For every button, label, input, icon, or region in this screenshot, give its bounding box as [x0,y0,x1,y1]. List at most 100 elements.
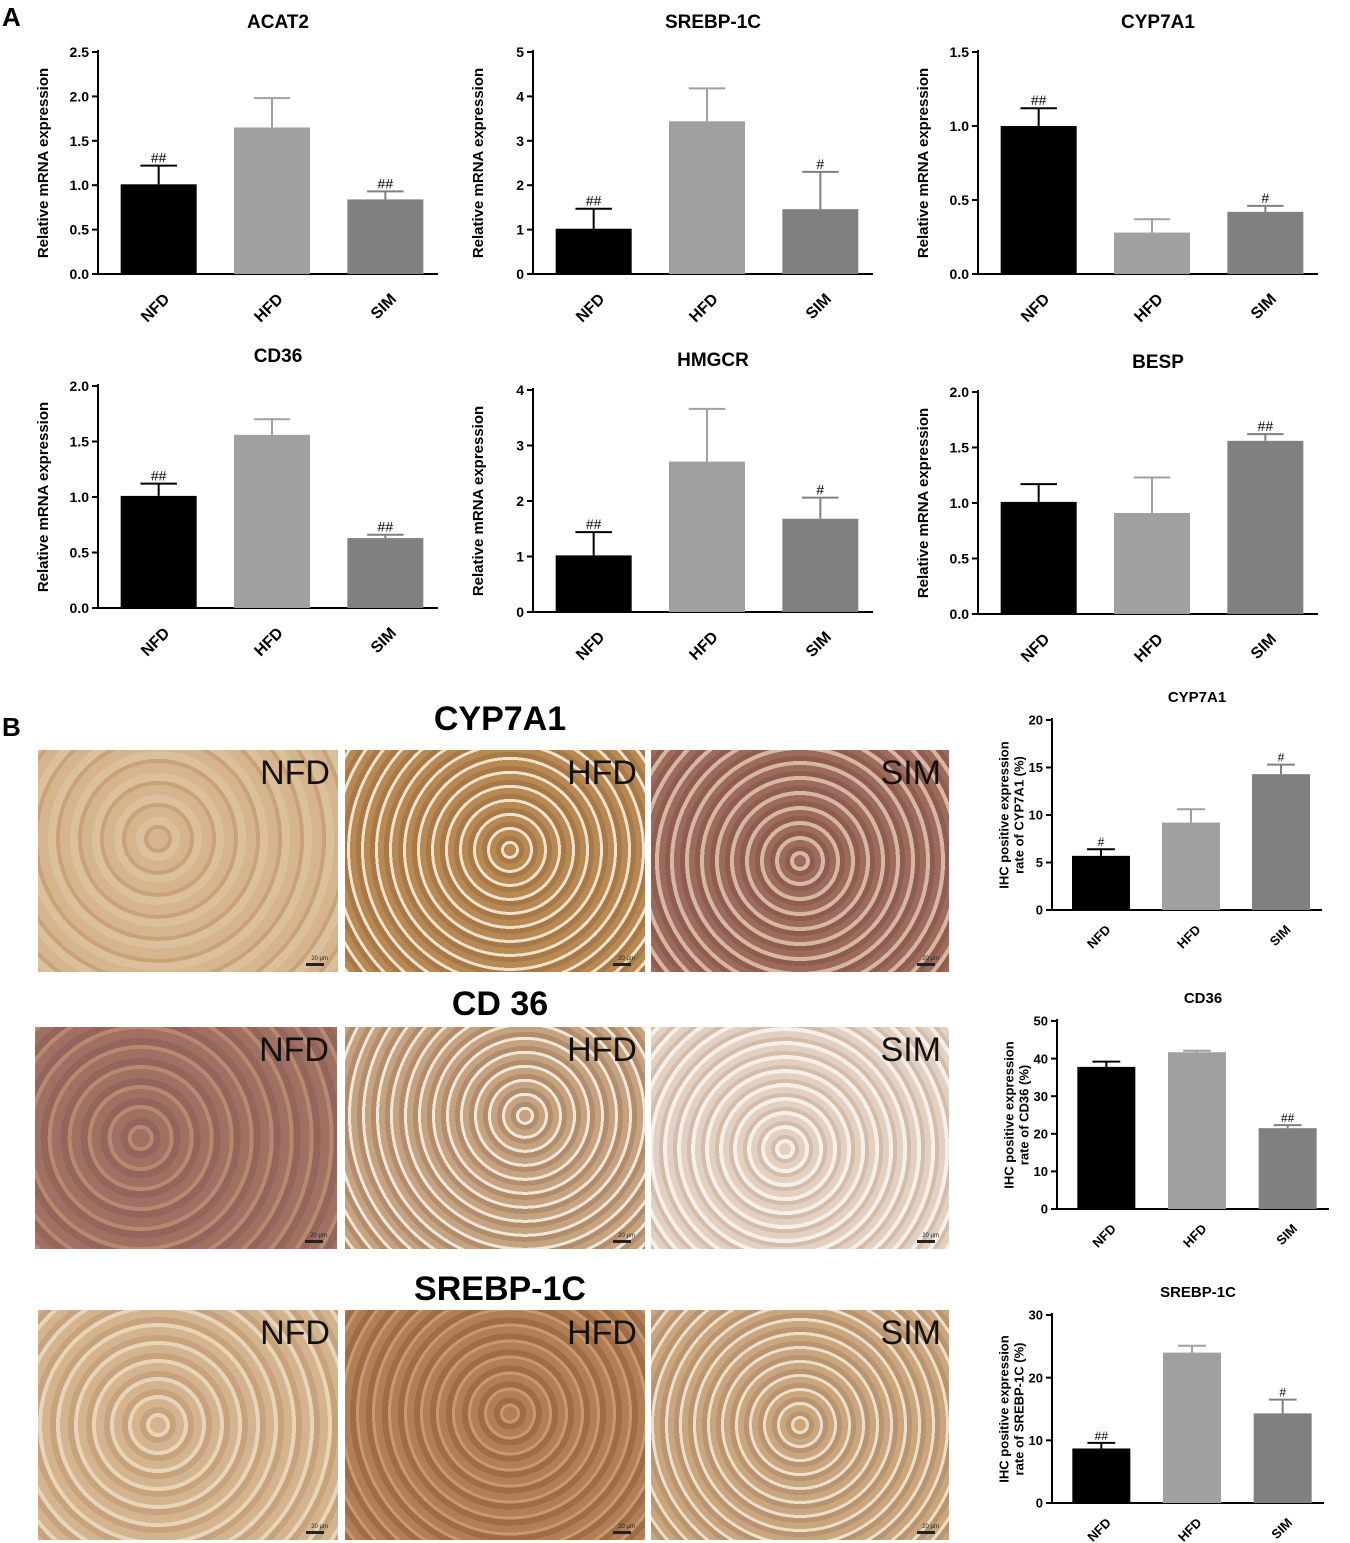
y-axis-label: IHC positive expressionrate of CYP7A1 (%… [997,741,1027,888]
scale-bar [306,963,324,966]
y-tick-label: 40 [1034,1051,1048,1066]
x-tick-label: NFD [1089,1221,1118,1250]
x-tick-label: HFD [1131,631,1166,666]
bar-sim [1253,1413,1312,1503]
bar-hfd [1162,822,1220,910]
y-tick-label: 5 [516,44,524,60]
group-label: HFD [567,1031,637,1069]
chart-cyp7a1-mrna: CYP7A1 0.0 0.5 1.0 1.5 Relative mRNA expressi… [915,12,1318,326]
significance-mark: # [1278,751,1285,765]
group-label: HFD [567,754,637,792]
micrograph-cyp7a1-hfd: HFD 20 μm [345,750,645,972]
y-axis-label-line: IHC positive expression [1002,1041,1017,1188]
significance-mark: ## [586,193,602,209]
y-tick-label: 1.0 [950,118,970,134]
chart-title: CD36 [254,346,303,367]
x-tick-label: NFD [573,291,608,326]
x-tick-label: SIM [368,291,400,323]
y-tick-label: 1.0 [950,495,970,511]
bar-hfd [1168,1052,1226,1209]
y-tick-label: 1 [516,549,524,565]
scale-bar [613,1240,631,1243]
x-tick-label: SIM [1273,1221,1300,1248]
y-tick-label: 1 [516,222,524,238]
x-tick-label: NFD [138,291,173,326]
panel-label-a: A [2,2,21,32]
y-tick-label: 50 [1034,1014,1048,1029]
significance-mark: ## [1258,418,1274,434]
x-tick-label: NFD [1084,922,1113,951]
chart-title: ACAT2 [247,12,309,33]
bar-nfd [120,184,197,274]
bar-sim [1258,1128,1317,1209]
y-tick-label: 0 [516,604,524,620]
bar-sim [782,209,859,274]
y-axis-label: Relative mRNA expression [470,406,487,596]
significance-mark: ## [586,516,602,532]
micrograph-cd36-sim: SIM 20 μm [651,1027,949,1249]
y-tick-label: 0.5 [70,545,90,561]
group-label: SIM [880,1314,941,1352]
chart-cd36-mrna: CD36 0.0 0.5 1.0 1.5 2.0 Relative mRNA express… [35,346,438,660]
significance-mark: # [1279,1386,1286,1400]
y-tick-label: 20 [1029,1370,1043,1385]
y-tick-label: 0 [1036,903,1043,918]
significance-mark: ## [1281,1111,1295,1125]
y-tick-label: 10 [1034,1164,1048,1179]
scale-bar-label: 20 μm [922,1524,939,1530]
x-tick-label: SIM [1267,922,1294,949]
scale-bar [613,963,631,966]
x-tick-label: HFD [686,291,721,326]
bar-hfd [234,127,310,274]
group-label: SIM [880,1031,941,1069]
y-axis-label: IHC positive expressionrate of CD36 (%) [1002,1041,1032,1188]
y-axis-label: Relative mRNA expression [915,408,932,598]
scale-bar [917,963,935,966]
x-tick-label: HFD [1180,1221,1209,1250]
chart-title: HMGCR [677,350,749,371]
y-tick-label: 30 [1034,1089,1048,1104]
bar-nfd [1072,1448,1131,1503]
scale-bar [306,1531,324,1534]
scale-bar [917,1240,935,1243]
scale-bar-label: 20 μm [311,956,328,962]
y-axis-label: Relative mRNA expression [35,68,52,258]
y-tick-label: 0.0 [70,266,90,282]
micrograph-srebp1c-nfd: NFD 20 μm [38,1310,338,1540]
scale-bar-label: 20 μm [922,956,939,962]
significance-mark: ## [1031,92,1047,108]
scale-bar-label: 20 μm [311,1524,328,1530]
bar-hfd [669,461,745,612]
bar-nfd [555,228,632,274]
group-label: NFD [259,1031,329,1069]
bar-sim [1227,440,1304,614]
scale-bar-label: 20 μm [310,1233,327,1239]
micrograph-srebp1c-sim: SIM 20 μm [651,1310,949,1540]
x-tick-label: HFD [686,629,721,664]
x-tick-label: SIM [1248,291,1280,323]
bar-nfd [1077,1066,1136,1209]
y-tick-label: 2.5 [70,44,90,60]
chart-title: CD36 [1184,990,1222,1007]
y-axis-label: Relative mRNA expression [470,68,487,258]
y-tick-label: 2.0 [950,384,970,400]
significance-mark: ## [151,468,167,484]
significance-mark: ## [378,519,394,535]
micrograph-title-srebp1c: SREBP-1C [414,1270,586,1308]
y-tick-label: 0 [1041,1202,1048,1217]
y-axis-label-line: rate of CD36 (%) [1017,1065,1032,1165]
y-axis-label: Relative mRNA expression [915,68,932,258]
chart-title: SREBP-1C [665,12,761,33]
scale-bar-label: 20 μm [618,1233,635,1239]
chart-hmgcr-mrna: HMGCR 0 1 2 3 4 Relative mRNA expression ## NFD H… [470,350,873,664]
y-tick-label: 30 [1029,1308,1043,1323]
chart-title: SREBP-1C [1160,1284,1236,1301]
bar-nfd [120,495,197,608]
bar-nfd [555,555,632,612]
y-tick-label: 2 [516,493,524,509]
y-axis-label-line: rate of SREBP-1C (%) [1012,1343,1027,1476]
significance-mark: # [1261,190,1269,206]
y-tick-label: 4 [516,382,524,398]
